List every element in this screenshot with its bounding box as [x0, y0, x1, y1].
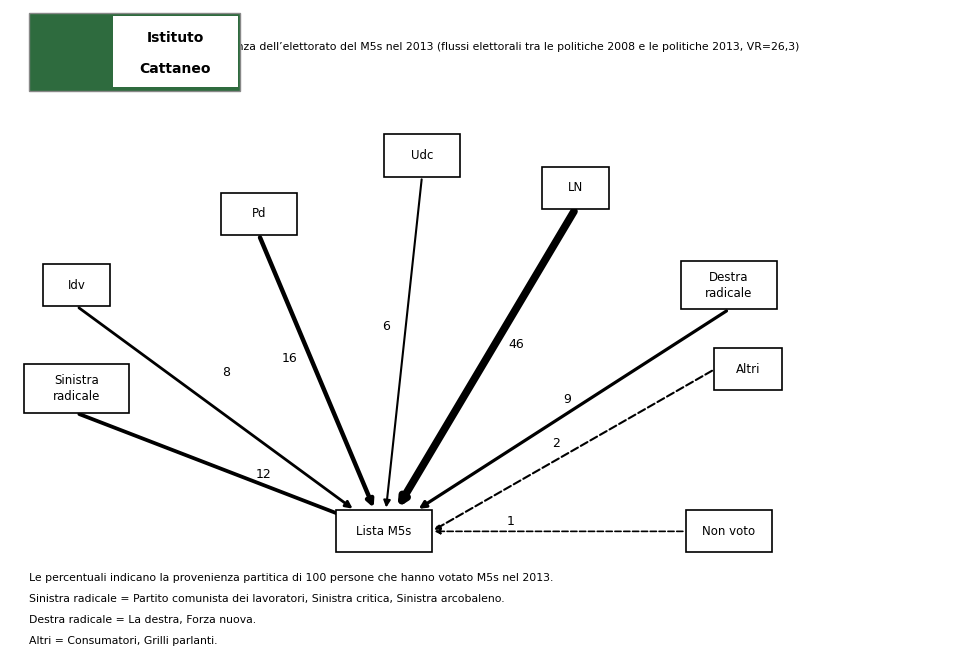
- Text: Sinistra
radicale: Sinistra radicale: [53, 375, 101, 403]
- Text: Destra radicale = La destra, Forza nuova.: Destra radicale = La destra, Forza nuova…: [29, 615, 256, 625]
- Text: LN: LN: [568, 181, 583, 194]
- Text: Figura 3. Comune di Padova: provenienza dell’elettorato del M5s nel 2013 (flussi: Figura 3. Comune di Padova: provenienza …: [29, 42, 799, 52]
- Bar: [714, 349, 782, 390]
- Bar: [686, 511, 772, 552]
- Text: 12: 12: [255, 468, 271, 481]
- Bar: [113, 16, 238, 87]
- Text: 1: 1: [506, 515, 515, 528]
- Text: 8: 8: [222, 365, 230, 378]
- Bar: [24, 364, 129, 413]
- Text: Altri = Consumatori, Grilli parlanti.: Altri = Consumatori, Grilli parlanti.: [29, 636, 218, 645]
- Text: 6: 6: [383, 320, 390, 333]
- Bar: [336, 511, 432, 552]
- Text: Pd: Pd: [251, 207, 267, 220]
- Text: Sinistra radicale = Partito comunista dei lavoratori, Sinistra critica, Sinistra: Sinistra radicale = Partito comunista de…: [29, 594, 504, 604]
- Text: 2: 2: [551, 437, 560, 450]
- Text: Istituto: Istituto: [147, 31, 204, 45]
- Text: Le percentuali indicano la provenienza partitica di 100 persone che hanno votato: Le percentuali indicano la provenienza p…: [29, 573, 553, 583]
- Bar: [384, 135, 460, 176]
- Text: Lista M5s: Lista M5s: [356, 525, 411, 538]
- Text: Udc: Udc: [410, 149, 433, 162]
- Bar: [29, 13, 240, 91]
- Bar: [681, 260, 777, 309]
- Bar: [542, 167, 609, 209]
- Text: 46: 46: [508, 338, 524, 351]
- Text: Non voto: Non voto: [702, 525, 756, 538]
- Bar: [43, 264, 110, 306]
- Text: Idv: Idv: [68, 279, 85, 292]
- Text: Destra
radicale: Destra radicale: [705, 271, 753, 299]
- Text: Altri: Altri: [736, 363, 760, 376]
- Text: 9: 9: [563, 393, 571, 406]
- Bar: [221, 192, 297, 235]
- Text: 16: 16: [282, 353, 298, 365]
- Text: Cattaneo: Cattaneo: [140, 62, 211, 76]
